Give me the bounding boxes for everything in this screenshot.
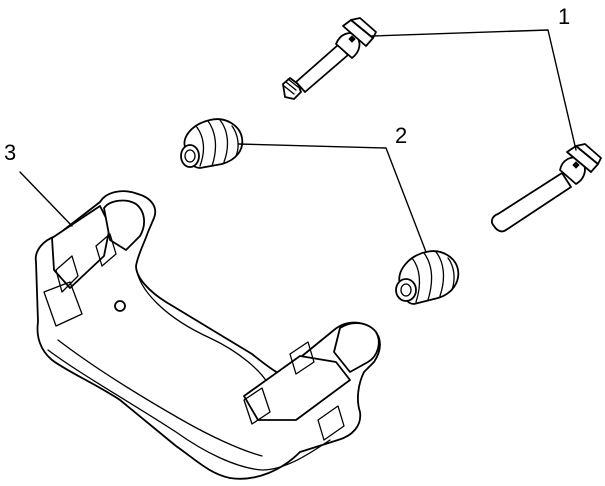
leader-line-3	[19, 171, 73, 227]
guide-pin-lower	[491, 143, 602, 233]
leader-line-1	[371, 29, 577, 151]
dust-boot-lower	[395, 250, 460, 305]
guide-pin-upper	[282, 17, 377, 100]
callout-label-1: 1	[558, 4, 570, 29]
callout-label-3: 3	[4, 140, 16, 165]
leader-line-2	[237, 143, 427, 253]
caliper-carrier-bracket	[34, 190, 381, 480]
dust-boot-upper	[180, 118, 244, 169]
callout-label-2: 2	[395, 123, 407, 148]
leader-lines	[19, 29, 577, 253]
